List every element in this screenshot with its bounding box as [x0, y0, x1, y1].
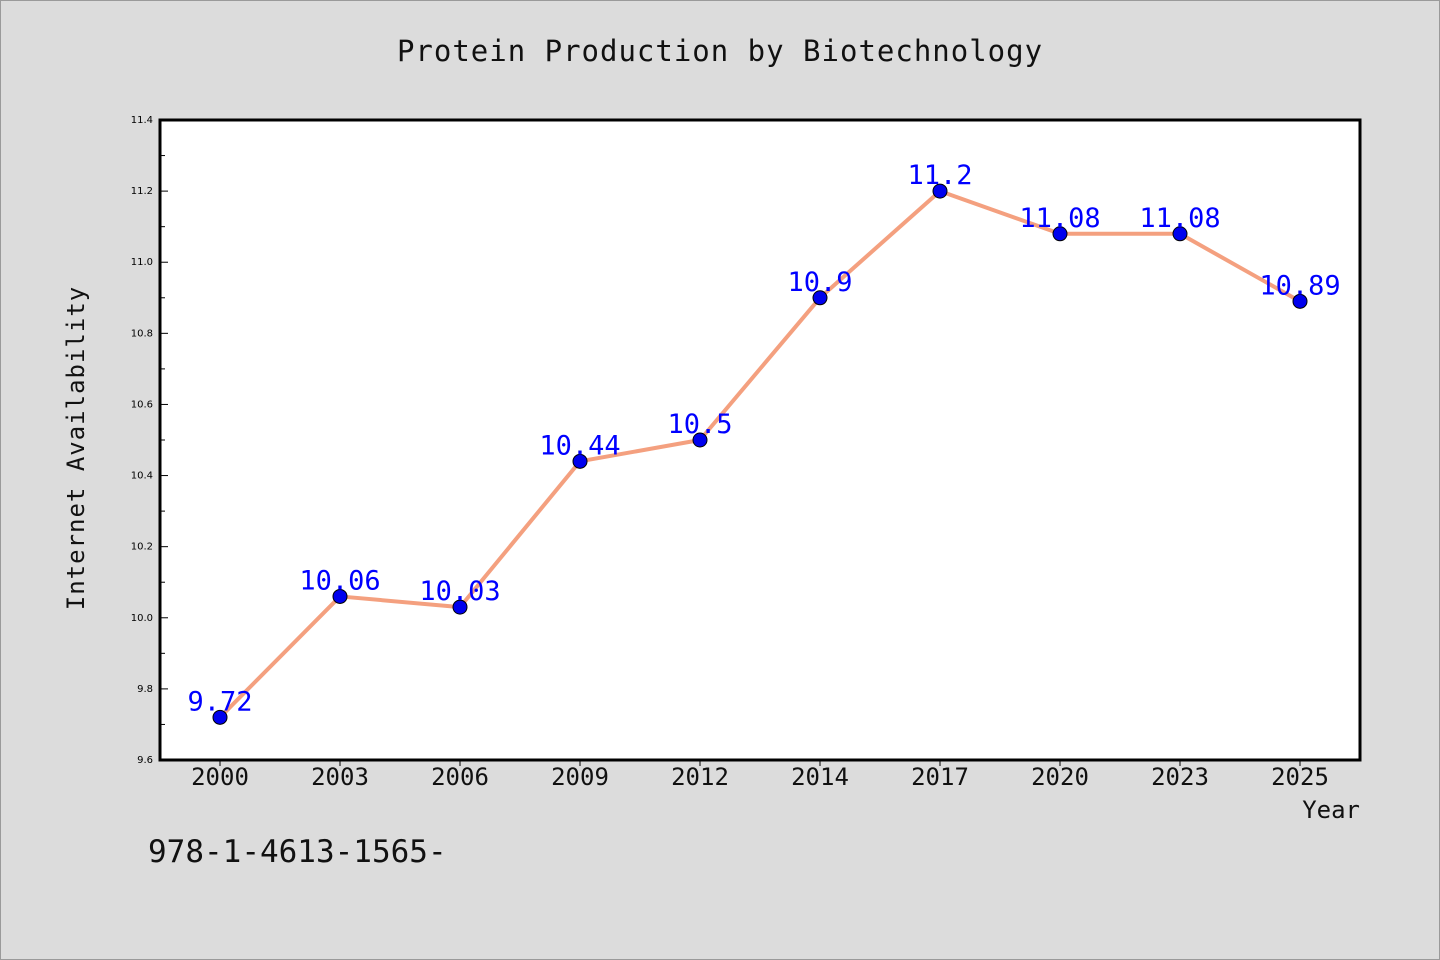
y-tick-label: 9.6: [137, 755, 153, 766]
data-label: 10.06: [299, 565, 380, 596]
series-polyline: [218, 189, 1302, 720]
data-point: [1052, 226, 1068, 242]
x-tick-label: 2023: [1151, 763, 1209, 791]
x-tick-label: 2017: [911, 763, 969, 791]
y-tick-label: 11.2: [131, 186, 153, 197]
series-markers: [212, 183, 1308, 725]
data-point: [212, 709, 228, 725]
data-point: [572, 453, 588, 469]
y-tick-label: 10.2: [131, 542, 153, 553]
x-axis: 2000 2003 2006 2009 2012 2014 2017 2020 2023 2025: [191, 760, 1329, 791]
data-label: 10.03: [419, 576, 500, 607]
data-point: [1292, 293, 1308, 309]
x-tick-label: 2009: [551, 763, 609, 791]
y-tick-label: 10.8: [131, 328, 153, 339]
data-point: [812, 290, 828, 306]
data-label: 11.2: [907, 160, 972, 191]
y-tick-label: 10.4: [131, 471, 153, 482]
y-tick-label: 9.8: [137, 684, 153, 695]
x-tick-label: 2000: [191, 763, 249, 791]
series-line: [218, 189, 1302, 720]
data-point: [932, 183, 948, 199]
x-tick-label: 2012: [671, 763, 729, 791]
y-tick-label: 11.0: [131, 257, 153, 268]
chart-title: Protein Production by Biotechnology: [396, 34, 1044, 68]
x-tick-label: 2006: [431, 763, 489, 791]
data-point: [452, 599, 468, 615]
x-axis-label: Year: [1302, 796, 1360, 824]
x-tick-label: 2014: [791, 763, 849, 791]
data-label: 10.44: [539, 430, 620, 461]
plot-area: [160, 120, 1360, 760]
data-point: [1172, 226, 1188, 242]
y-tick-label: 10.6: [131, 399, 153, 410]
data-label: 10.9: [787, 267, 852, 298]
plot-border: [158, 118, 1362, 762]
data-point: [692, 432, 708, 448]
data-label: 9.72: [187, 686, 252, 717]
data-point: [332, 588, 348, 604]
data-label: 10.89: [1259, 270, 1340, 301]
x-tick-label: 2003: [311, 763, 369, 791]
y-tick-label: 10.0: [131, 613, 153, 624]
data-label: 10.5: [667, 409, 732, 440]
footer-code: 978-1-4613-1565-: [148, 834, 447, 870]
data-label: 11.08: [1019, 203, 1100, 234]
data-label: 11.08: [1139, 203, 1220, 234]
x-tick-label: 2020: [1031, 763, 1089, 791]
y-tick-label: 11.4: [131, 115, 153, 126]
x-tick-label: 2025: [1271, 763, 1329, 791]
data-labels: 9.72 10.06 10.03 10.44 10.5 10.9 11.2 11.08 11.0…: [187, 160, 1340, 717]
